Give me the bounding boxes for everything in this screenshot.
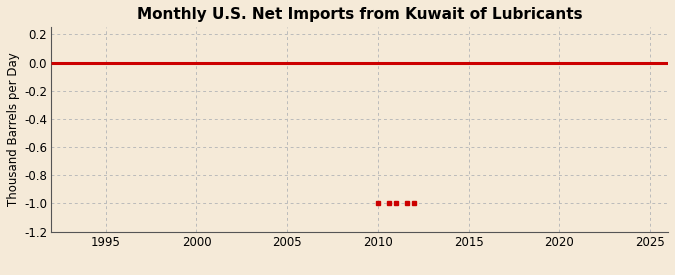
Y-axis label: Thousand Barrels per Day: Thousand Barrels per Day — [7, 53, 20, 206]
Title: Monthly U.S. Net Imports from Kuwait of Lubricants: Monthly U.S. Net Imports from Kuwait of … — [137, 7, 583, 22]
